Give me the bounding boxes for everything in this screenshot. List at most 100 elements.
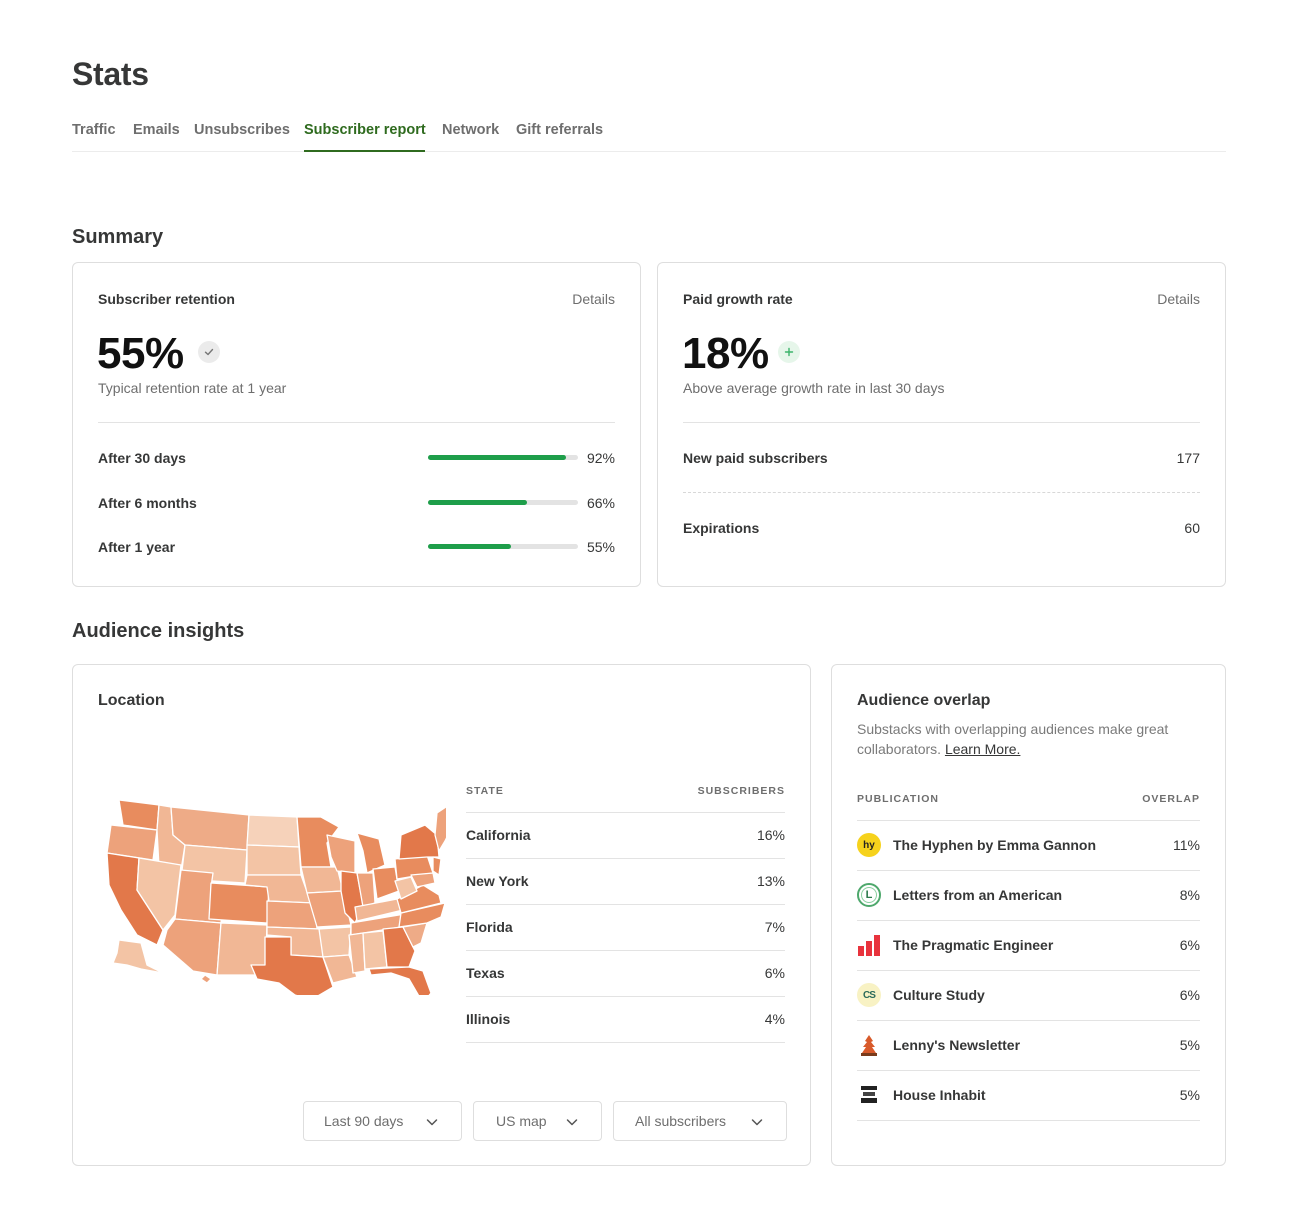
growth-details-link[interactable]: Details xyxy=(1157,291,1200,307)
map-state-washington xyxy=(118,799,160,831)
divider xyxy=(466,904,785,905)
divider xyxy=(857,970,1200,971)
publication-name[interactable]: Letters from an American xyxy=(893,887,1063,903)
publication-name[interactable]: House Inhabit xyxy=(893,1087,986,1103)
divider xyxy=(466,996,785,997)
divider xyxy=(857,1020,1200,1021)
retention-details-link[interactable]: Details xyxy=(572,291,615,307)
divider xyxy=(857,870,1200,871)
map-state-west-virginia xyxy=(394,876,418,900)
retention-row-label: After 6 months xyxy=(98,495,197,511)
pragmatic-logo-icon xyxy=(857,933,881,957)
divider xyxy=(466,1042,785,1043)
audience-overlap-description: Substacks with overlapping audiences mak… xyxy=(857,719,1197,759)
retention-progress-fill xyxy=(428,455,566,460)
retention-row-value: 55% xyxy=(586,539,615,555)
map-state-michigan xyxy=(356,832,386,874)
map-state-florida xyxy=(368,966,432,995)
publication-name[interactable]: The Hyphen by Emma Gannon xyxy=(893,837,1097,853)
publication-name[interactable]: The Pragmatic Engineer xyxy=(893,937,1054,953)
retention-progress-fill xyxy=(428,544,511,549)
house-inhabit-logo-icon xyxy=(857,1083,881,1107)
letters-logo-text: L xyxy=(865,889,873,901)
retention-progress-bar xyxy=(428,500,578,505)
growth-card: Paid growth rate Details 18% Above avera… xyxy=(657,262,1226,587)
plus-icon xyxy=(778,341,800,363)
state-subscribers: 13% xyxy=(756,873,785,889)
state-subscribers: 7% xyxy=(764,919,785,935)
state-name: Texas xyxy=(466,965,505,981)
growth-value: 18% xyxy=(682,329,769,378)
audience-overlap-description-text: Substacks with overlapping audiences mak… xyxy=(857,721,1169,757)
tab-emails[interactable]: Emails xyxy=(133,122,180,138)
dropdown-label: US map xyxy=(496,1113,547,1129)
overlap-value: 6% xyxy=(1179,987,1200,1003)
publication-column-header: PUBLICATION xyxy=(857,793,939,805)
overlap-value: 6% xyxy=(1179,937,1200,953)
overlap-value: 8% xyxy=(1179,887,1200,903)
dropdown-label: All subscribers xyxy=(635,1113,727,1129)
overlap-value: 11% xyxy=(1173,837,1200,853)
map-state-maryland xyxy=(410,872,436,888)
map-state-mississippi xyxy=(348,932,366,974)
subscribers-column-header: SUBSCRIBERS xyxy=(697,785,785,797)
lenny-logo-icon xyxy=(857,1033,881,1057)
publication-name[interactable]: Culture Study xyxy=(893,987,985,1003)
culture-study-logo-icon: CS xyxy=(857,983,881,1007)
tab-gift-referrals[interactable]: Gift referrals xyxy=(516,122,604,138)
tab-traffic[interactable]: Traffic xyxy=(72,122,116,138)
divider xyxy=(466,950,785,951)
chevron-down-icon xyxy=(426,1119,438,1126)
map-state-arizona xyxy=(162,918,222,976)
map-state-nevada xyxy=(136,857,182,931)
expirations-label: Expirations xyxy=(683,520,760,536)
map-state-alaska xyxy=(112,939,164,974)
check-icon xyxy=(198,341,220,363)
map-state-hawaii xyxy=(200,974,212,984)
audience-overlap-card: Audience overlap Substacks with overlapp… xyxy=(831,664,1226,1166)
state-name: California xyxy=(466,827,531,843)
tab-subscriber-report[interactable]: Subscriber report xyxy=(304,122,426,138)
us-map[interactable] xyxy=(101,795,446,995)
map-state-texas xyxy=(250,936,334,995)
new-paid-subscribers-label: New paid subscribers xyxy=(683,450,828,466)
divider xyxy=(857,1070,1200,1071)
summary-heading: Summary xyxy=(72,226,164,248)
divider xyxy=(466,812,785,813)
overlap-value: 5% xyxy=(1179,1087,1200,1103)
expirations-value: 60 xyxy=(1184,520,1200,536)
retention-row-label: After 1 year xyxy=(98,539,176,555)
map-state-louisiana xyxy=(322,954,358,984)
publication-name[interactable]: Lenny's Newsletter xyxy=(893,1037,1021,1053)
tab-unsubscribes[interactable]: Unsubscribes xyxy=(194,122,290,138)
page-title: Stats xyxy=(72,56,149,92)
map-state-north-carolina xyxy=(398,902,446,928)
date-range-dropdown[interactable]: Last 90 days xyxy=(303,1101,462,1141)
tab-network[interactable]: Network xyxy=(442,122,500,138)
map-state-new-england xyxy=(434,806,446,852)
location-card: Location xyxy=(72,664,811,1166)
retention-value: 55% xyxy=(97,329,184,378)
retention-progress-bar xyxy=(428,455,578,460)
map-state-colorado xyxy=(208,882,270,924)
divider xyxy=(857,820,1200,821)
state-subscribers: 16% xyxy=(756,827,785,843)
retention-row-value: 66% xyxy=(586,495,615,511)
dropdown-label: Last 90 days xyxy=(324,1113,404,1129)
subscriber-type-dropdown[interactable]: All subscribers xyxy=(613,1101,787,1141)
overlap-column-header: OVERLAP xyxy=(1142,793,1200,805)
learn-more-link[interactable]: Learn More. xyxy=(944,741,1021,757)
active-tab-indicator xyxy=(304,150,425,152)
hyphen-logo-text: hy xyxy=(863,839,875,851)
audience-overlap-title: Audience overlap xyxy=(857,692,991,709)
divider xyxy=(98,422,615,423)
divider xyxy=(857,1120,1200,1121)
map-state-new-jersey xyxy=(432,856,442,876)
divider xyxy=(683,422,1200,423)
retention-progress-fill xyxy=(428,500,527,505)
map-type-dropdown[interactable]: US map xyxy=(473,1101,602,1141)
map-state-montana xyxy=(170,806,250,851)
map-state-south-dakota xyxy=(246,844,302,876)
chevron-down-icon xyxy=(566,1119,578,1126)
letters-logo-icon: L xyxy=(857,883,881,907)
